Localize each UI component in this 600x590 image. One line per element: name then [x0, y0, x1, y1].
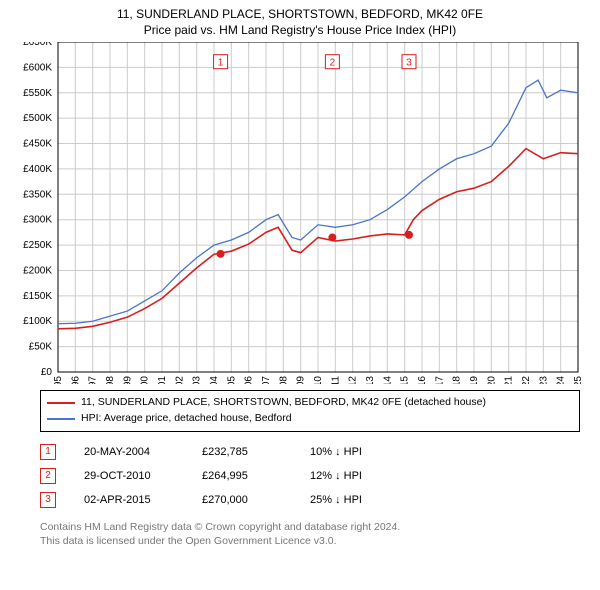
svg-text:2018: 2018 [452, 376, 463, 384]
svg-text:2017: 2017 [434, 376, 445, 384]
svg-text:1999: 1999 [122, 376, 133, 384]
sale-marker-num: 1 [218, 58, 224, 69]
svg-text:£600K: £600K [23, 63, 52, 74]
svg-text:£250K: £250K [23, 240, 52, 251]
sale-marker-dot [405, 231, 413, 239]
chart-title: 11, SUNDERLAND PLACE, SHORTSTOWN, BEDFOR… [0, 6, 600, 22]
svg-text:2009: 2009 [296, 376, 307, 384]
legend-swatch [47, 418, 75, 420]
svg-text:£550K: £550K [23, 88, 52, 99]
svg-text:2003: 2003 [192, 376, 203, 384]
svg-text:2007: 2007 [261, 376, 272, 384]
sale-marker-num: 2 [330, 58, 336, 69]
svg-text:2012: 2012 [348, 376, 359, 384]
svg-text:2011: 2011 [330, 376, 341, 384]
svg-text:2004: 2004 [209, 376, 220, 384]
svg-text:2019: 2019 [469, 376, 480, 384]
sale-hpi: 10% ↓ HPI [310, 446, 400, 458]
sale-row: 3 02-APR-2015 £270,000 25% ↓ HPI [40, 488, 580, 512]
footer-licence: Contains HM Land Registry data © Crown c… [40, 520, 580, 548]
chart-area: £0 £50K £100K £150K £200K £250K £300K £350K £400… [10, 42, 590, 384]
svg-text:£50K: £50K [29, 342, 53, 353]
svg-text:£500K: £500K [23, 114, 52, 125]
legend: 11, SUNDERLAND PLACE, SHORTSTOWN, BEDFOR… [40, 390, 580, 432]
svg-text:2020: 2020 [486, 376, 497, 384]
svg-text:2023: 2023 [538, 376, 549, 384]
sale-date: 29-OCT-2010 [84, 470, 174, 482]
footer-line1: Contains HM Land Registry data © Crown c… [40, 520, 580, 534]
chart-subtitle: Price paid vs. HM Land Registry's House … [0, 22, 600, 38]
svg-text:1997: 1997 [88, 376, 99, 384]
svg-text:2015: 2015 [400, 376, 411, 384]
svg-text:2013: 2013 [365, 376, 376, 384]
sale-price: £232,785 [202, 446, 282, 458]
svg-text:£200K: £200K [23, 266, 52, 277]
svg-text:1998: 1998 [105, 376, 116, 384]
svg-text:£650K: £650K [23, 42, 52, 48]
svg-text:2025: 2025 [573, 376, 584, 384]
sale-marker-dot [217, 250, 225, 258]
svg-text:2002: 2002 [174, 376, 185, 384]
svg-text:2001: 2001 [157, 376, 168, 384]
legend-label: HPI: Average price, detached house, Bedf… [81, 411, 292, 427]
sale-row: 1 20-MAY-2004 £232,785 10% ↓ HPI [40, 440, 580, 464]
svg-text:2010: 2010 [313, 376, 324, 384]
svg-text:£300K: £300K [23, 215, 52, 226]
sale-hpi: 12% ↓ HPI [310, 470, 400, 482]
svg-text:2006: 2006 [244, 376, 255, 384]
svg-text:2000: 2000 [140, 376, 151, 384]
svg-text:1996: 1996 [70, 376, 81, 384]
legend-item: HPI: Average price, detached house, Bedf… [47, 411, 573, 427]
sale-num-box: 2 [40, 468, 56, 484]
svg-text:£400K: £400K [23, 164, 52, 175]
sale-marker-dot [328, 234, 336, 242]
sale-date: 02-APR-2015 [84, 494, 174, 506]
sale-hpi: 25% ↓ HPI [310, 494, 400, 506]
legend-swatch [47, 402, 75, 404]
svg-text:2016: 2016 [417, 376, 428, 384]
legend-item: 11, SUNDERLAND PLACE, SHORTSTOWN, BEDFOR… [47, 395, 573, 411]
svg-text:£350K: £350K [23, 190, 52, 201]
svg-text:2024: 2024 [556, 376, 567, 384]
svg-text:2005: 2005 [226, 376, 237, 384]
svg-text:£450K: £450K [23, 139, 52, 150]
legend-label: 11, SUNDERLAND PLACE, SHORTSTOWN, BEDFOR… [81, 395, 486, 411]
svg-text:2021: 2021 [504, 376, 515, 384]
svg-text:£100K: £100K [23, 317, 52, 328]
sale-row: 2 29-OCT-2010 £264,995 12% ↓ HPI [40, 464, 580, 488]
sale-num-box: 1 [40, 444, 56, 460]
sale-date: 20-MAY-2004 [84, 446, 174, 458]
svg-text:2022: 2022 [521, 376, 532, 384]
price-chart: £0 £50K £100K £150K £200K £250K £300K £350K £400… [10, 42, 590, 384]
svg-text:£0: £0 [41, 367, 53, 378]
sales-table: 1 20-MAY-2004 £232,785 10% ↓ HPI 2 29-OCT-201… [40, 440, 580, 512]
svg-text:2008: 2008 [278, 376, 289, 384]
footer-line2: This data is licensed under the Open Gov… [40, 534, 580, 548]
sale-num-box: 3 [40, 492, 56, 508]
svg-text:2014: 2014 [382, 376, 393, 384]
sale-price: £270,000 [202, 494, 282, 506]
chart-header: 11, SUNDERLAND PLACE, SHORTSTOWN, BEDFOR… [0, 0, 600, 38]
svg-text:£150K: £150K [23, 291, 52, 302]
sale-marker-num: 3 [406, 58, 412, 69]
sale-price: £264,995 [202, 470, 282, 482]
svg-text:1995: 1995 [53, 376, 64, 384]
